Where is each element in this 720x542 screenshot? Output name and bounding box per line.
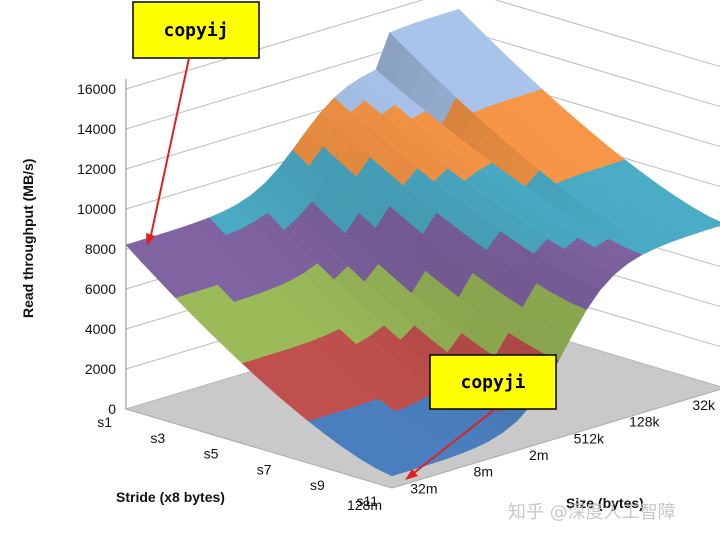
callout-copyij: copyij: [132, 1, 260, 246]
z-tick-label: 12000: [77, 161, 116, 177]
stride-tick-label: s7: [257, 461, 272, 477]
size-tick-label: 8m: [474, 464, 493, 480]
z-tick-label: 2000: [85, 361, 116, 377]
stride-tick-label: s9: [310, 477, 325, 493]
stride-tick-label: s1: [97, 414, 112, 430]
y-axis-title: Read throughput (MB/s): [20, 159, 36, 318]
z-tick-label: 6000: [85, 281, 116, 297]
stride-axis-title: Stride (x8 bytes): [116, 489, 225, 505]
size-tick-label: 2m: [529, 447, 548, 463]
stride-tick-label: s3: [150, 430, 165, 446]
z-axis-ticks: 0 2000 4000 6000 8000 10000 12000 14000 16000: [77, 81, 116, 417]
callout-copyji-label: copyji: [460, 372, 525, 393]
stride-axis-ticks: s1 s3 s5 s7 s9 s11: [97, 414, 378, 509]
size-tick-label: 512k: [574, 430, 605, 446]
size-axis-ticks: 32k 128k 512k 2m 8m 32m 128m: [347, 397, 716, 513]
z-tick-label: 4000: [85, 321, 116, 337]
z-tick-label: 16000: [77, 81, 116, 97]
size-tick-label: 128k: [629, 414, 660, 430]
surface-patch: [374, 463, 407, 477]
size-tick-label: 32m: [410, 480, 437, 496]
size-axis-title: Size (bytes): [566, 495, 644, 511]
callout-copyij-label: copyij: [163, 20, 228, 41]
stride-tick-label: s11: [356, 493, 378, 509]
watermark: 知乎 @深度人工智障: [508, 502, 676, 523]
z-tick-label: 0: [108, 401, 116, 417]
size-tick-label: 128m: [347, 497, 382, 513]
stride-tick-label: s5: [204, 446, 219, 462]
z-tick-label: 8000: [85, 241, 116, 257]
callout-copyji: copyji: [405, 354, 557, 480]
z-tick-label: 10000: [77, 201, 116, 217]
size-tick-label: 32k: [692, 397, 716, 413]
z-tick-label: 14000: [77, 121, 116, 137]
